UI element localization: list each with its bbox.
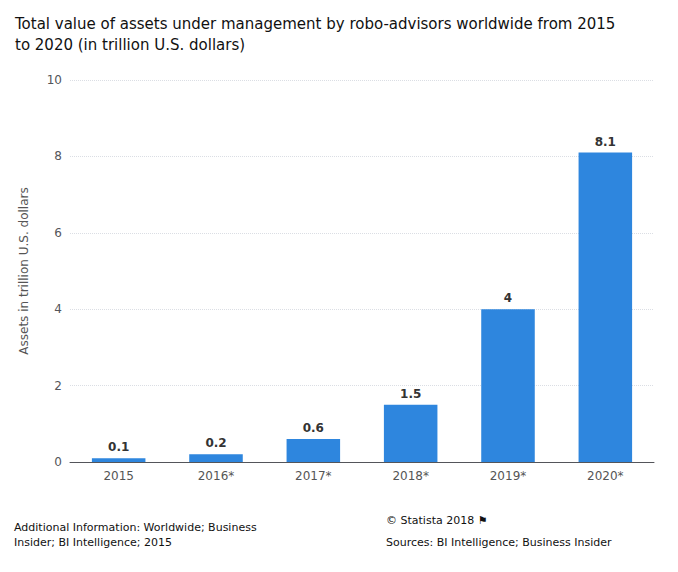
svg-text:4: 4 — [504, 291, 512, 305]
svg-text:0.6: 0.6 — [303, 421, 324, 435]
svg-text:2020*: 2020* — [587, 469, 624, 483]
svg-text:2016*: 2016* — [198, 469, 235, 483]
svg-text:Insider; BI Intelligence; 2015: Insider; BI Intelligence; 2015 — [14, 536, 172, 549]
svg-text:Assets in trillion U.S. dollar: Assets in trillion U.S. dollars — [17, 187, 31, 354]
svg-text:Additional Information: Worldw: Additional Information: Worldwide; Busin… — [14, 521, 257, 534]
svg-text:10: 10 — [47, 73, 62, 87]
svg-text:2018*: 2018* — [392, 469, 429, 483]
svg-text:0.2: 0.2 — [205, 436, 226, 450]
svg-text:0: 0 — [54, 455, 62, 469]
svg-text:0.1: 0.1 — [108, 440, 129, 454]
svg-text:2019*: 2019* — [490, 469, 527, 483]
svg-text:1.5: 1.5 — [400, 387, 421, 401]
svg-text:2: 2 — [54, 379, 62, 393]
svg-text:2015: 2015 — [103, 469, 134, 483]
svg-text:6: 6 — [54, 226, 62, 240]
svg-text:Total value of assets under ma: Total value of assets under management b… — [14, 15, 615, 33]
svg-text:2017*: 2017* — [295, 469, 332, 483]
svg-text:© Statista 2018 ⚑: © Statista 2018 ⚑ — [386, 514, 488, 527]
svg-text:Sources: BI Intelligence; Busi: Sources: BI Intelligence; Business Insid… — [386, 536, 612, 549]
svg-text:4: 4 — [54, 302, 62, 316]
svg-text:to 2020 (in trillion U.S. doll: to 2020 (in trillion U.S. dollars) — [15, 36, 245, 54]
svg-text:8: 8 — [54, 149, 62, 163]
svg-text:8.1: 8.1 — [595, 135, 616, 149]
